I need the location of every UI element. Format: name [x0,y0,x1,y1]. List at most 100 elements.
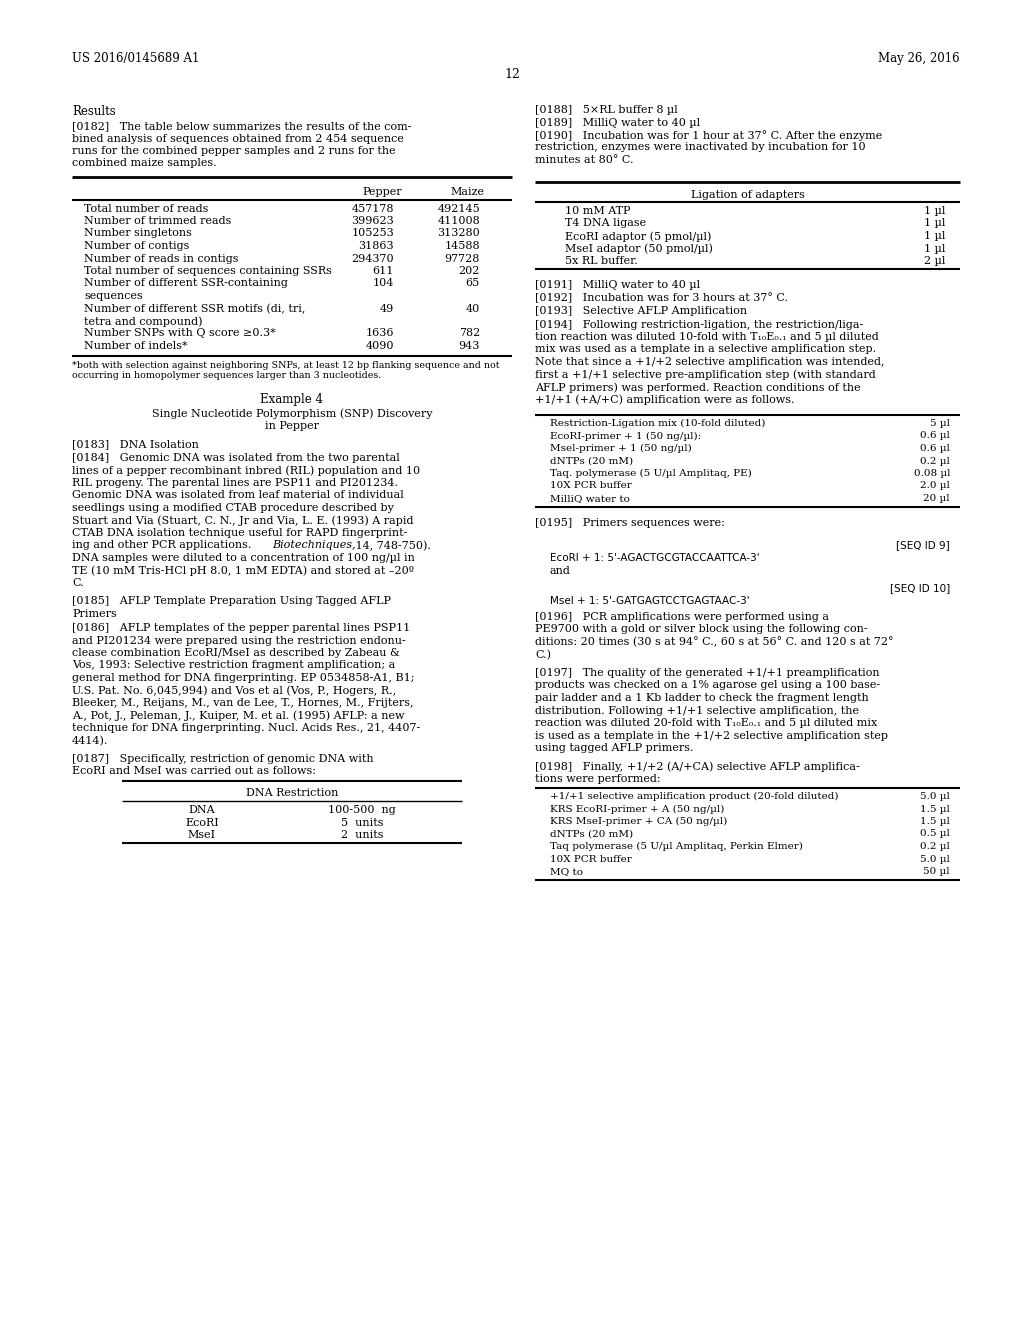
Text: using tagged AFLP primers.: using tagged AFLP primers. [535,743,693,752]
Text: 611: 611 [373,267,394,276]
Text: 10 mM ATP: 10 mM ATP [565,206,631,216]
Text: products was checked on a 1% agarose gel using a 100 base-: products was checked on a 1% agarose gel… [535,681,880,690]
Text: 492145: 492145 [437,203,480,214]
Text: restriction, enzymes were inactivated by incubation for 10: restriction, enzymes were inactivated by… [535,143,865,153]
Text: and PI201234 were prepared using the restriction endonu-: and PI201234 were prepared using the res… [72,635,406,645]
Text: DNA Restriction: DNA Restriction [246,788,338,799]
Text: KRS EcoRI-primer + A (50 ng/µl): KRS EcoRI-primer + A (50 ng/µl) [550,804,724,813]
Text: 1 µl: 1 µl [924,206,945,216]
Text: 10X PCR buffer: 10X PCR buffer [550,854,632,863]
Text: 0.6 µl: 0.6 µl [921,444,950,453]
Text: 1 µl: 1 µl [924,231,945,242]
Text: Number SNPs with Q score ≥0.3*: Number SNPs with Q score ≥0.3* [84,329,275,338]
Text: MQ to: MQ to [550,867,583,876]
Text: tions were performed:: tions were performed: [535,774,660,784]
Text: seedlings using a modified CTAB procedure described by: seedlings using a modified CTAB procedur… [72,503,394,513]
Text: [SEQ ID 10]: [SEQ ID 10] [890,583,950,594]
Text: EcoRI adaptor (5 pmol/µl): EcoRI adaptor (5 pmol/µl) [565,231,712,242]
Text: 97728: 97728 [444,253,480,264]
Text: lines of a pepper recombinant inbred (RIL) population and 10: lines of a pepper recombinant inbred (RI… [72,466,420,477]
Text: [0184]   Genomic DNA was isolated from the two parental: [0184] Genomic DNA was isolated from the… [72,453,399,463]
Text: 14588: 14588 [444,242,480,251]
Text: U.S. Pat. No. 6,045,994) and Vos et al (Vos, P., Hogers, R.,: U.S. Pat. No. 6,045,994) and Vos et al (… [72,685,396,696]
Text: Taq. polymerase (5 U/µl Amplitaq, PE): Taq. polymerase (5 U/µl Amplitaq, PE) [550,469,752,478]
Text: EcoRI and MseI was carried out as follows:: EcoRI and MseI was carried out as follow… [72,767,316,776]
Text: sequences: sequences [84,290,142,301]
Text: PE9700 with a gold or silver block using the following con-: PE9700 with a gold or silver block using… [535,624,867,635]
Text: dNTPs (20 mM): dNTPs (20 mM) [550,829,633,838]
Text: 782: 782 [459,329,480,338]
Text: [0194]   Following restriction-ligation, the restriction/liga-: [0194] Following restriction-ligation, t… [535,319,863,330]
Text: [0188]   5×RL buffer 8 µl: [0188] 5×RL buffer 8 µl [535,106,678,115]
Text: [0190]   Incubation was for 1 hour at 37° C. After the enzyme: [0190] Incubation was for 1 hour at 37° … [535,129,883,141]
Text: Single Nucleotide Polymorphism (SNP) Discovery: Single Nucleotide Polymorphism (SNP) Dis… [152,408,432,418]
Text: 5.0 µl: 5.0 µl [921,792,950,801]
Text: MilliQ water to: MilliQ water to [550,494,630,503]
Text: general method for DNA fingerprinting. EP 0534858-A1, B1;: general method for DNA fingerprinting. E… [72,673,415,682]
Text: 313280: 313280 [437,228,480,239]
Text: Maize: Maize [450,187,484,197]
Text: T4 DNA ligase: T4 DNA ligase [565,219,646,228]
Text: 943: 943 [459,341,480,351]
Text: C.: C. [72,578,84,587]
Text: 5x RL buffer.: 5x RL buffer. [565,256,638,267]
Text: [0192]   Incubation was for 3 hours at 37° C.: [0192] Incubation was for 3 hours at 37°… [535,293,788,304]
Text: Vos, 1993: Selective restriction fragment amplification; a: Vos, 1993: Selective restriction fragmen… [72,660,395,671]
Text: May 26, 2016: May 26, 2016 [879,51,961,65]
Text: Primers: Primers [72,609,117,619]
Text: 411008: 411008 [437,216,480,226]
Text: +1/+1 (+A/+C) amplification were as follows.: +1/+1 (+A/+C) amplification were as foll… [535,395,795,405]
Text: first a +1/+1 selective pre-amplification step (with standard: first a +1/+1 selective pre-amplificatio… [535,370,876,380]
Text: and: and [550,565,570,576]
Text: clease combination EcoRI/MseI as described by Zabeau &: clease combination EcoRI/MseI as describ… [72,648,400,657]
Text: [0193]   Selective AFLP Amplification: [0193] Selective AFLP Amplification [535,305,748,315]
Text: 105253: 105253 [351,228,394,239]
Text: Bleeker, M., Reijans, M., van de Lee, T., Hornes, M., Frijters,: Bleeker, M., Reijans, M., van de Lee, T.… [72,698,414,708]
Text: 50 µl: 50 µl [924,867,950,876]
Text: Note that since a +1/+2 selective amplification was intended,: Note that since a +1/+2 selective amplif… [535,356,885,367]
Text: C.): C.) [535,649,551,660]
Text: Genomic DNA was isolated from leaf material of individual: Genomic DNA was isolated from leaf mater… [72,491,403,500]
Text: EcoRI-primer + 1 (50 ng/µl):: EcoRI-primer + 1 (50 ng/µl): [550,432,701,441]
Text: Msel-primer + 1 (50 ng/µl): Msel-primer + 1 (50 ng/µl) [550,444,692,453]
Text: Biotechniques,: Biotechniques, [272,540,355,550]
Text: [0195]   Primers sequences were:: [0195] Primers sequences were: [535,519,725,528]
Text: [0198]   Finally, +1/+2 (A/+CA) selective AFLP amplifica-: [0198] Finally, +1/+2 (A/+CA) selective … [535,762,860,772]
Text: RIL progeny. The parental lines are PSP11 and PI201234.: RIL progeny. The parental lines are PSP1… [72,478,398,488]
Text: in Pepper: in Pepper [265,421,319,432]
Text: bined analysis of sequences obtained from 2 454 sequence: bined analysis of sequences obtained fro… [72,133,403,144]
Text: MseI: MseI [188,830,216,840]
Text: Number of indels*: Number of indels* [84,341,187,351]
Text: 31863: 31863 [358,242,394,251]
Text: 5 µl: 5 µl [930,418,950,428]
Text: occurring in homopolymer sequences larger than 3 nucleotides.: occurring in homopolymer sequences large… [72,371,381,380]
Text: 40: 40 [466,304,480,314]
Text: Number of different SSR-containing: Number of different SSR-containing [84,279,288,289]
Text: Number of different SSR motifs (di, tri,: Number of different SSR motifs (di, tri, [84,304,305,314]
Text: tetra and compound): tetra and compound) [84,315,203,326]
Text: ditions: 20 times (30 s at 94° C., 60 s at 56° C. and 120 s at 72°: ditions: 20 times (30 s at 94° C., 60 s … [535,638,894,648]
Text: 2  units: 2 units [341,830,383,840]
Text: MseI + 1: 5'-GATGAGTCCTGAGTAAC-3': MseI + 1: 5'-GATGAGTCCTGAGTAAC-3' [550,597,750,606]
Text: [0186]   AFLP templates of the pepper parental lines PSP11: [0186] AFLP templates of the pepper pare… [72,623,411,634]
Text: Number of trimmed reads: Number of trimmed reads [84,216,231,226]
Text: AFLP primers) was performed. Reaction conditions of the: AFLP primers) was performed. Reaction co… [535,381,860,392]
Text: Stuart and Via (Stuart, C. N., Jr and Via, L. E. (1993) A rapid: Stuart and Via (Stuart, C. N., Jr and Vi… [72,516,414,527]
Text: DNA samples were diluted to a concentration of 100 ng/µl in: DNA samples were diluted to a concentrat… [72,553,415,564]
Text: EcoRI: EcoRI [185,817,219,828]
Text: 1.5 µl: 1.5 µl [921,817,950,826]
Text: [0185]   AFLP Template Preparation Using Tagged AFLP: [0185] AFLP Template Preparation Using T… [72,597,391,606]
Text: tion reaction was diluted 10-fold with T₁₀E₀.₁ and 5 µl diluted: tion reaction was diluted 10-fold with T… [535,333,879,342]
Text: 399623: 399623 [351,216,394,226]
Text: A., Pot, J., Peleman, J., Kuiper, M. et al. (1995) AFLP: a new: A., Pot, J., Peleman, J., Kuiper, M. et … [72,710,404,721]
Text: 10X PCR buffer: 10X PCR buffer [550,482,632,491]
Text: DNA: DNA [188,805,215,814]
Text: EcoRI + 1: 5'-AGACTGCGTACCAATTCA-3': EcoRI + 1: 5'-AGACTGCGTACCAATTCA-3' [550,553,760,564]
Text: 1.5 µl: 1.5 µl [921,804,950,813]
Text: [0182]   The table below summarizes the results of the com-: [0182] The table below summarizes the re… [72,121,412,131]
Text: +1/+1 selective amplification product (20-fold diluted): +1/+1 selective amplification product (2… [550,792,839,801]
Text: 0.08 µl: 0.08 µl [913,469,950,478]
Text: CTAB DNA isolation technique useful for RAPD fingerprint-: CTAB DNA isolation technique useful for … [72,528,408,539]
Text: technique for DNA fingerprinting. Nucl. Acids Res., 21, 4407-: technique for DNA fingerprinting. Nucl. … [72,723,420,733]
Text: is used as a template in the +1/+2 selective amplification step: is used as a template in the +1/+2 selec… [535,730,888,741]
